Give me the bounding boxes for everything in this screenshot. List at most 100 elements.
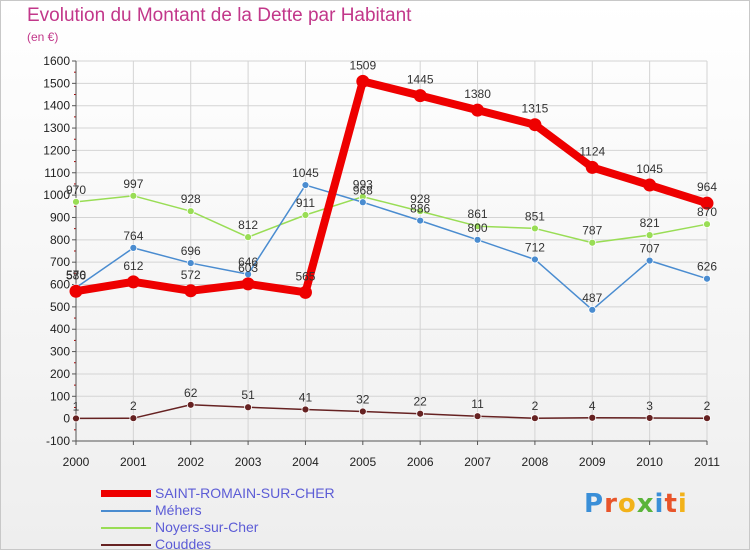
data-point	[186, 207, 195, 216]
y-tick-label: 600	[50, 278, 70, 292]
data-point	[473, 222, 482, 231]
logo-letter: r	[604, 489, 618, 519]
data-label: 851	[525, 209, 545, 223]
data-point	[129, 191, 138, 200]
data-label: 787	[582, 224, 602, 238]
x-tick-label: 2011	[694, 455, 720, 469]
data-point	[356, 74, 370, 88]
logo-letter: P	[584, 489, 605, 519]
y-tick-label: 100	[50, 389, 70, 403]
data-point	[298, 285, 312, 299]
y-tick-label: 1500	[43, 76, 70, 90]
x-tick-label: 2002	[177, 455, 204, 469]
x-tick-label: 2003	[235, 455, 262, 469]
x-tick-labels: 2000 2001 2002 2003 2004 2005 2006 2007 2008 2009…	[63, 455, 721, 469]
y-tick-label: 700	[50, 255, 70, 269]
axes	[72, 60, 708, 445]
data-point	[244, 403, 252, 412]
data-label: 62	[184, 386, 198, 400]
series-line	[75, 195, 708, 244]
data-point	[301, 405, 310, 414]
legend-swatch	[101, 544, 151, 546]
legend-swatch	[101, 490, 151, 497]
grid-lines	[75, 60, 708, 442]
data-point	[186, 400, 195, 409]
data-point	[416, 409, 425, 418]
data-label: 572	[181, 268, 201, 282]
data-label: 565	[295, 269, 315, 283]
x-tick-label: 2007	[464, 455, 491, 469]
series-line	[75, 77, 709, 297]
data-label: 928	[181, 192, 201, 206]
data-point	[703, 220, 711, 229]
data-label: 1124	[579, 144, 605, 158]
data-label: 2	[130, 399, 137, 413]
data-point	[126, 275, 140, 289]
data-point	[588, 238, 597, 247]
x-tick-label: 2008	[522, 455, 549, 469]
data-label: 612	[123, 259, 143, 273]
data-point	[69, 284, 83, 298]
data-point	[72, 414, 80, 423]
series-line	[75, 404, 708, 420]
y-tick-label: 1200	[43, 143, 70, 157]
data-label: 870	[697, 205, 717, 219]
y-tick-label: -100	[46, 434, 70, 448]
y-tick-label: 1300	[43, 121, 70, 135]
data-label: 812	[238, 218, 258, 232]
data-label: 696	[181, 244, 201, 258]
y-tick-labels: -100 0 100 200 300 400 500 600 700 800 900 1000 1100…	[43, 54, 70, 448]
data-label: 1509	[349, 58, 376, 72]
data-label: 1045	[636, 162, 663, 176]
x-tick-label: 2004	[292, 455, 319, 469]
data-label: 32	[356, 392, 370, 406]
logo-letter: o	[617, 489, 637, 519]
data-label: 707	[640, 242, 660, 256]
y-tick-label: 200	[50, 367, 70, 381]
data-point	[473, 412, 482, 421]
legend-item-couddes: Couddes	[101, 536, 421, 553]
legend-item-noyers: Noyers-sur-Cher	[101, 519, 421, 536]
legend-label: Noyers-sur-Cher	[155, 519, 259, 535]
data-label: 764	[123, 229, 143, 243]
logo-letter: x	[636, 489, 655, 519]
x-tick-label: 2009	[579, 455, 606, 469]
data-label: 11	[471, 397, 484, 411]
x-tick-label: 2005	[349, 455, 376, 469]
data-label: 911	[296, 196, 315, 210]
chart-subtitle: (en €)	[27, 30, 59, 44]
data-label: 586	[66, 269, 86, 283]
data-point	[645, 414, 654, 422]
data-point	[471, 103, 485, 117]
data-label: 821	[640, 216, 660, 230]
data-point	[241, 277, 255, 291]
x-tick-label: 2010	[636, 455, 663, 469]
data-point	[643, 178, 657, 192]
legend-label: Méhers	[155, 502, 202, 518]
data-point	[588, 305, 597, 314]
data-point	[588, 413, 597, 422]
data-label: 997	[123, 177, 143, 191]
data-label: 861	[468, 207, 488, 221]
data-point	[358, 407, 367, 416]
data-label: 22	[414, 395, 428, 409]
y-tick-label: 1000	[43, 188, 70, 202]
data-label: 2	[532, 399, 539, 413]
y-tick-label: 400	[50, 322, 70, 336]
data-point	[645, 231, 654, 240]
data-point	[531, 255, 539, 264]
data-label: 570	[66, 268, 86, 282]
logo-letter: i	[654, 489, 665, 519]
x-tick-label: 2001	[120, 455, 147, 469]
logo-letter: i	[677, 489, 688, 519]
data-point	[473, 235, 482, 244]
data-label: 928	[410, 192, 430, 206]
data-label: 3	[646, 399, 653, 413]
data-point	[703, 414, 711, 423]
y-tick-label: 0	[63, 412, 70, 426]
data-label: 1045	[292, 166, 319, 180]
proxiti-logo: Proxiti	[584, 489, 688, 519]
